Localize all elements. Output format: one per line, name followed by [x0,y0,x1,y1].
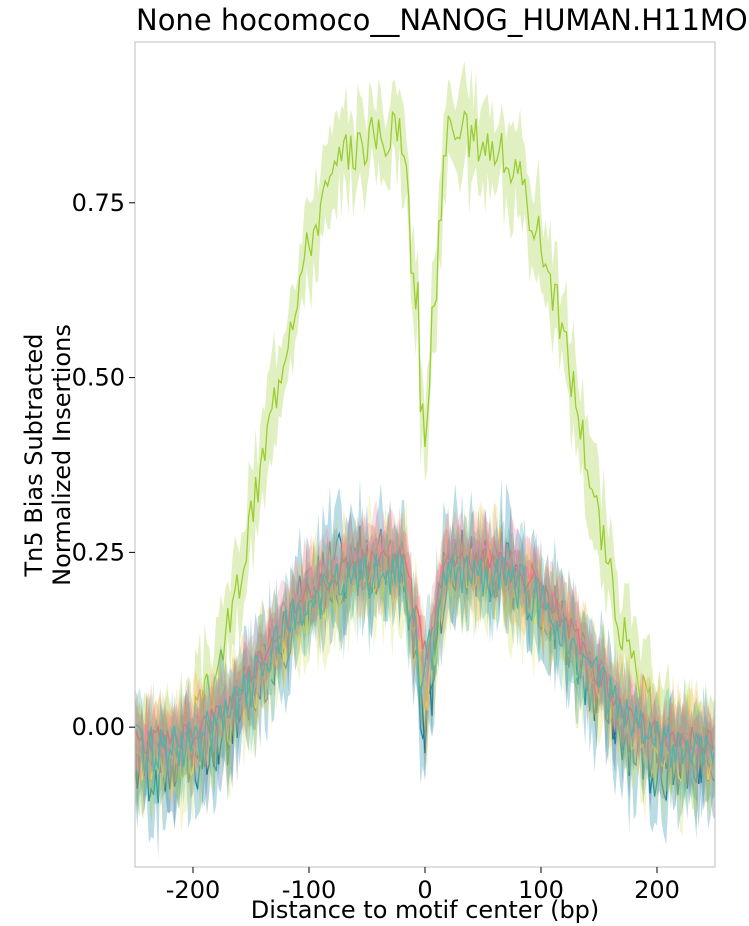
y-tick-label: 0.50 [72,364,125,392]
series-line-7 [135,550,715,773]
y-axis: 0.00 0.25 0.50 0.75 [72,189,135,741]
y-tick-label: 0.00 [72,713,125,741]
y-tick-label: 0.75 [72,189,125,217]
series-band-5 [135,499,715,797]
x-tick-label: 100 [518,876,564,904]
y-axis-label-line-1: Tn5 Bias Subtracted [20,333,48,577]
y-tick-label: 0.25 [72,538,125,566]
series-line-0 [135,110,715,773]
series-band-2 [135,500,715,829]
plot-area [135,60,715,860]
x-axis-label: Distance to motif center (bp) [251,896,600,924]
series-band-6 [135,518,715,786]
x-tick-label: 0 [417,876,432,904]
x-axis: -200 -100 0 100 200 [166,867,680,904]
x-tick-label: 200 [634,876,680,904]
series-band-7 [135,506,715,811]
x-tick-label: -200 [166,876,220,904]
y-axis-label-line-2: Normalized Insertions [48,324,76,586]
chart-title: None hocomoco__NANOG_HUMAN.H11MO.1.B [136,3,749,37]
x-tick-label: -100 [282,876,336,904]
